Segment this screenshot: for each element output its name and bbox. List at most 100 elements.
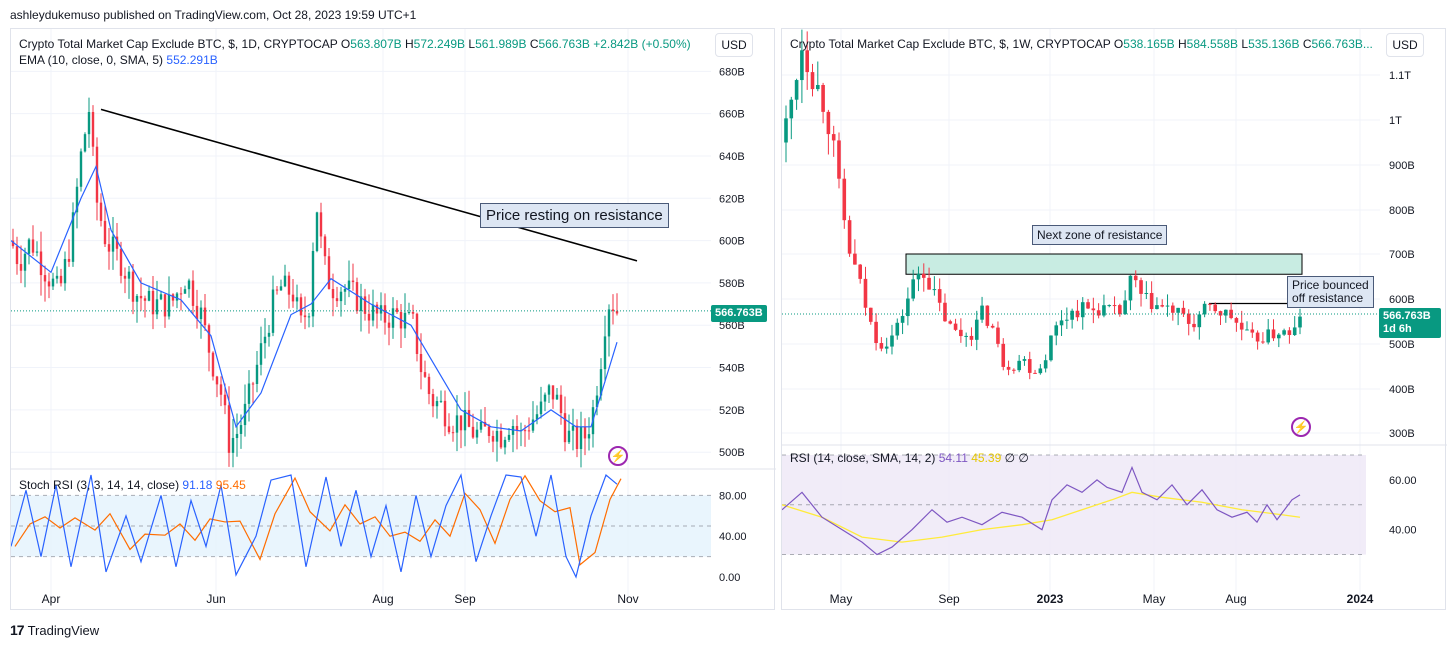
right-chart-canvas[interactable]: 300B 400B 500B 600B 700B 800B 900B 1T 1.1T 40.00 6… xyxy=(782,29,1447,611)
right-chart-panel[interactable]: 300B 400B 500B 600B 700B 800B 900B 1T 1.1T 40.00 6… xyxy=(781,28,1447,611)
left-resistance-annotation[interactable]: Price resting on resistance xyxy=(480,203,669,228)
rsi-y-tick-0: 40.00 xyxy=(1389,525,1417,537)
left-candle-body-87 xyxy=(359,296,363,312)
right-candle-body-5 xyxy=(810,72,815,90)
left-candle-body-89 xyxy=(367,313,371,321)
left-y-tick-1: 520B xyxy=(719,405,745,417)
right-close-value: 566.763B... xyxy=(1311,37,1373,51)
left-candle-body-68 xyxy=(283,275,287,287)
footer-branding: 17 TradingView xyxy=(10,622,99,638)
left-last-price-tag: 566.763B xyxy=(711,305,767,322)
left-candle-body-13 xyxy=(63,258,67,284)
left-candle-body-35 xyxy=(151,290,155,315)
right-candle-body-62 xyxy=(1112,305,1117,307)
left-ema-line xyxy=(11,164,618,432)
right-candle-body-55 xyxy=(1075,310,1080,318)
rsi-label: RSI (14, close, SMA, 14, 2) xyxy=(790,451,936,465)
right-currency-button[interactable]: USD xyxy=(1386,33,1424,57)
right-candle-body-49 xyxy=(1043,360,1048,369)
left-candle-body-60 xyxy=(251,383,255,385)
right-candle-body-34 xyxy=(964,335,968,337)
left-candle-body-130 xyxy=(531,419,535,431)
right-candle-body-29 xyxy=(937,289,942,303)
right-candle-body-6 xyxy=(815,84,820,90)
right-x-tick-5: 2024 xyxy=(1347,592,1374,606)
right-candle-body-20 xyxy=(890,335,894,347)
left-lightning-icon[interactable]: ⚡ xyxy=(608,446,628,466)
right-candle-body-70 xyxy=(1155,305,1159,310)
right-candle-body-94 xyxy=(1282,330,1286,335)
left-candle-body-74 xyxy=(307,316,311,318)
right-chart-title: Crypto Total Market Cap Exclude BTC, $, … xyxy=(790,37,1111,51)
left-candle-body-138 xyxy=(563,413,567,443)
right-candle-body-31 xyxy=(948,321,953,324)
left-candle-body-41 xyxy=(175,293,179,301)
left-candle-body-81 xyxy=(335,298,339,302)
left-change-value: +2.842B (+0.50%) xyxy=(593,37,691,51)
left-candle-body-91 xyxy=(375,304,379,314)
left-candle-body-9 xyxy=(47,281,51,287)
left-candle-body-53 xyxy=(223,394,227,406)
left-candle-body-112 xyxy=(459,415,463,431)
right-candle-body-36 xyxy=(974,319,979,340)
left-candle-body-15 xyxy=(71,212,75,262)
right-candle-body-19 xyxy=(884,346,889,349)
right-x-tick-0: May xyxy=(830,592,853,606)
left-candle-body-38 xyxy=(163,294,167,317)
left-chart-canvas[interactable]: 500B 520B 540B 560B 580B 600B 620B 640B 660B 680B… xyxy=(11,29,776,611)
right-candle-body-45 xyxy=(1022,359,1027,361)
right-candle-body-76 xyxy=(1186,313,1191,324)
left-y-tick-9: 680B xyxy=(719,66,745,78)
left-candle-body-132 xyxy=(539,401,543,415)
left-candle-body-48 xyxy=(203,307,207,326)
right-candle-body-73 xyxy=(1171,305,1175,313)
right-candle-body-47 xyxy=(1033,372,1037,374)
right-candle-body-67 xyxy=(1139,280,1143,294)
left-candle-body-33 xyxy=(143,298,147,301)
right-candle-body-79 xyxy=(1202,303,1207,315)
left-candle-body-76 xyxy=(315,212,319,252)
rsi-ma-value: 45.39 xyxy=(971,451,1002,465)
tradingview-logo-icon: 17 xyxy=(10,622,25,638)
left-candle-body-5 xyxy=(31,239,35,253)
right-lightning-icon[interactable]: ⚡ xyxy=(1291,417,1311,437)
right-low-label: L xyxy=(1241,37,1249,51)
left-candle-body-2 xyxy=(19,264,23,271)
left-candle-body-8 xyxy=(43,275,47,282)
left-candle-body-105 xyxy=(431,394,435,407)
left-candle-body-77 xyxy=(319,212,323,237)
left-chart-title: Crypto Total Market Cap Exclude BTC, $, … xyxy=(19,37,338,51)
left-candle-body-116 xyxy=(475,429,479,438)
right-x-tick-2: 2023 xyxy=(1037,592,1064,606)
right-y-tick-1: 400B xyxy=(1389,384,1415,396)
footer-brand-text: TradingView xyxy=(27,622,100,638)
right-candle-body-59 xyxy=(1096,310,1101,316)
right-zone-annotation[interactable]: Next zone of resistance xyxy=(1032,225,1168,245)
left-candle-body-109 xyxy=(447,426,451,433)
right-candle-body-97 xyxy=(1298,316,1302,328)
left-candle-body-133 xyxy=(543,394,547,402)
left-currency-button[interactable]: USD xyxy=(715,33,753,57)
left-candle-body-78 xyxy=(323,236,327,257)
right-candle-body-38 xyxy=(985,305,990,326)
left-open-label: O xyxy=(340,37,351,51)
right-candle-body-9 xyxy=(831,134,836,141)
stoch-d-value: 95.45 xyxy=(215,478,246,492)
left-candle-body-61 xyxy=(255,364,259,384)
left-candle-body-51 xyxy=(215,376,219,385)
right-candle-body-35 xyxy=(969,335,974,340)
left-candle-body-114 xyxy=(467,410,471,427)
right-x-tick-4: Aug xyxy=(1225,592,1246,606)
left-candle-body-3 xyxy=(23,253,27,271)
stoch-y-tick-1: 40.00 xyxy=(719,531,747,543)
left-candle-body-111 xyxy=(455,415,459,433)
left-chart-panel[interactable]: 500B 520B 540B 560B 580B 600B 620B 640B 660B 680B… xyxy=(10,28,776,611)
right-candle-body-2 xyxy=(794,80,799,100)
right-bounce-annotation[interactable]: Price bounced off resistance xyxy=(1287,276,1374,308)
right-candle-body-42 xyxy=(1006,366,1011,370)
left-candle-body-88 xyxy=(363,296,367,314)
left-candle-body-6 xyxy=(35,251,39,253)
left-candle-body-139 xyxy=(567,430,571,443)
left-candle-body-86 xyxy=(355,282,359,312)
left-x-tick-2: Aug xyxy=(372,592,393,606)
